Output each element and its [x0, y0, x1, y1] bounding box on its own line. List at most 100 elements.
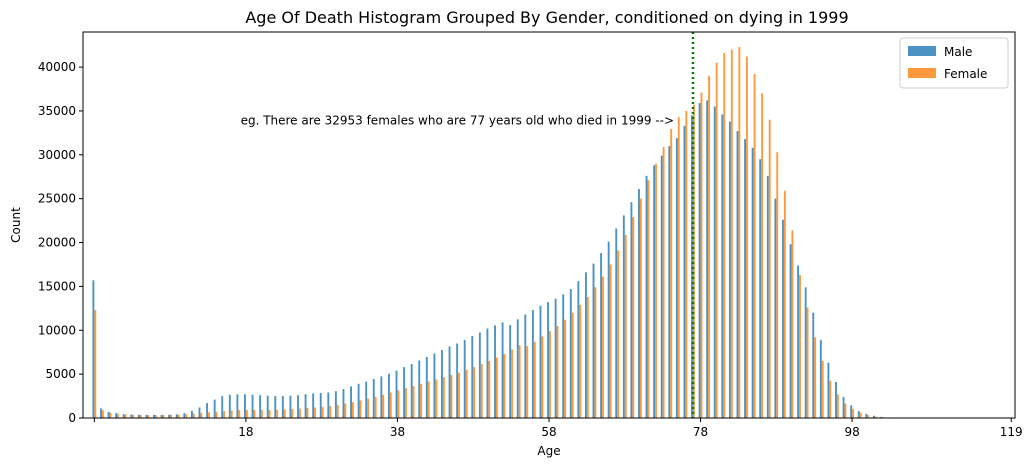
bar-male-24: [274, 396, 277, 418]
bar-male-40: [395, 370, 398, 418]
bar-male-52: [486, 328, 489, 418]
bar-male-33: [342, 389, 345, 418]
bar-male-104: [880, 416, 883, 418]
bar-male-4: [122, 414, 125, 418]
bar-female-99: [844, 403, 847, 418]
bar-male-68: [607, 241, 610, 418]
bar-female-87: [753, 74, 756, 419]
bar-male-11: [175, 414, 178, 418]
bar-male-71: [630, 202, 633, 418]
bar-male-61: [554, 298, 557, 418]
bar-male-98: [835, 382, 837, 418]
bar-female-94: [806, 307, 809, 418]
bar-male-13: [190, 410, 193, 418]
bar-male-45: [433, 353, 436, 418]
bar-male-25: [281, 396, 284, 418]
bar-female-96: [821, 360, 824, 418]
bar-male-39: [387, 373, 390, 418]
legend-swatch-male: [908, 46, 936, 56]
bar-female-4: [124, 414, 127, 418]
bar-female-88: [761, 93, 764, 418]
bar-male-91: [782, 219, 784, 418]
y-axis: 0 5000 10000 15000 20000 25000 30000 35000 40000: [38, 60, 83, 425]
bar-female-53: [495, 357, 498, 418]
bar-male-76: [668, 146, 671, 419]
bar-female-28: [306, 407, 309, 418]
bar-female-54: [503, 353, 506, 418]
bar-female-45: [435, 379, 438, 418]
bar-male-19: [236, 394, 239, 418]
bar-female-6: [139, 415, 142, 418]
bar-female-72: [639, 198, 642, 418]
bar-male-67: [600, 253, 603, 418]
bar-female-9: [162, 414, 165, 418]
bar-female-1: [101, 410, 104, 418]
bar-male-42: [410, 364, 413, 418]
bar-female-39: [389, 392, 392, 418]
bar-female-86: [746, 56, 748, 419]
chart-title: Age Of Death Histogram Grouped By Gender…: [245, 8, 848, 27]
bar-female-57: [526, 346, 529, 418]
bar-male-14: [198, 407, 201, 418]
bar-female-74: [655, 163, 657, 418]
x-tick-label-2: 38: [390, 425, 405, 439]
bar-male-37: [372, 378, 375, 418]
bar-female-98: [836, 394, 839, 418]
bar-male-66: [592, 263, 595, 418]
bar-female-37: [374, 396, 377, 418]
bar-female-41: [405, 388, 407, 418]
bar-male-30: [319, 393, 322, 418]
y-axis-label: Count: [9, 207, 23, 243]
bar-male-21: [251, 394, 254, 418]
bar-male-74: [653, 165, 656, 418]
bar-female-25: [283, 409, 286, 418]
bar-male-90: [774, 198, 777, 418]
bar-female-81: [708, 75, 711, 419]
bar-male-103: [872, 415, 875, 418]
x-tick-label-5: 98: [844, 425, 859, 439]
bar-female-60: [549, 331, 551, 418]
bar-male-47: [448, 346, 451, 418]
bar-female-27: [298, 408, 301, 418]
bar-male-8: [153, 414, 155, 418]
bar-male-82: [713, 106, 716, 418]
bar-female-31: [329, 405, 332, 418]
bar-female-46: [442, 377, 445, 418]
bar-male-15: [206, 403, 209, 418]
bar-male-44: [425, 357, 428, 418]
y-tick-label-7: 35000: [38, 104, 76, 118]
legend: Male Female: [899, 37, 1009, 89]
bar-male-78: [683, 125, 686, 419]
bar-male-88: [759, 159, 762, 418]
bar-female-15: [208, 412, 210, 418]
bar-female-19: [238, 410, 241, 418]
y-tick-label-5: 25000: [38, 192, 76, 206]
bar-male-56: [516, 319, 519, 418]
bar-male-50: [471, 335, 474, 418]
bar-female-85: [738, 46, 741, 418]
bar-female-80: [700, 92, 703, 418]
bar-male-23: [266, 395, 269, 418]
bar-female-61: [556, 325, 559, 418]
bar-male-86: [744, 139, 746, 418]
bar-female-40: [397, 390, 400, 418]
bar-male-73: [645, 175, 648, 418]
bar-female-63: [571, 312, 574, 418]
bar-male-10: [168, 414, 171, 418]
bar-male-16: [213, 399, 216, 418]
bar-female-79: [692, 104, 695, 418]
bar-male-43: [418, 360, 421, 418]
bar-male-96: [819, 339, 822, 418]
bar-male-100: [850, 405, 853, 418]
bar-male-72: [638, 189, 640, 418]
bar-male-54: [501, 322, 504, 418]
bar-male-70: [622, 215, 625, 418]
bar-male-94: [804, 287, 807, 418]
bar-female-82: [715, 62, 718, 418]
bar-male-60: [547, 302, 549, 418]
bar-female-5: [132, 414, 135, 418]
bar-female-91: [783, 190, 786, 418]
bar-male-22: [259, 395, 262, 418]
bar-female-35: [359, 400, 362, 418]
x-tick-label-3: 58: [541, 425, 556, 439]
